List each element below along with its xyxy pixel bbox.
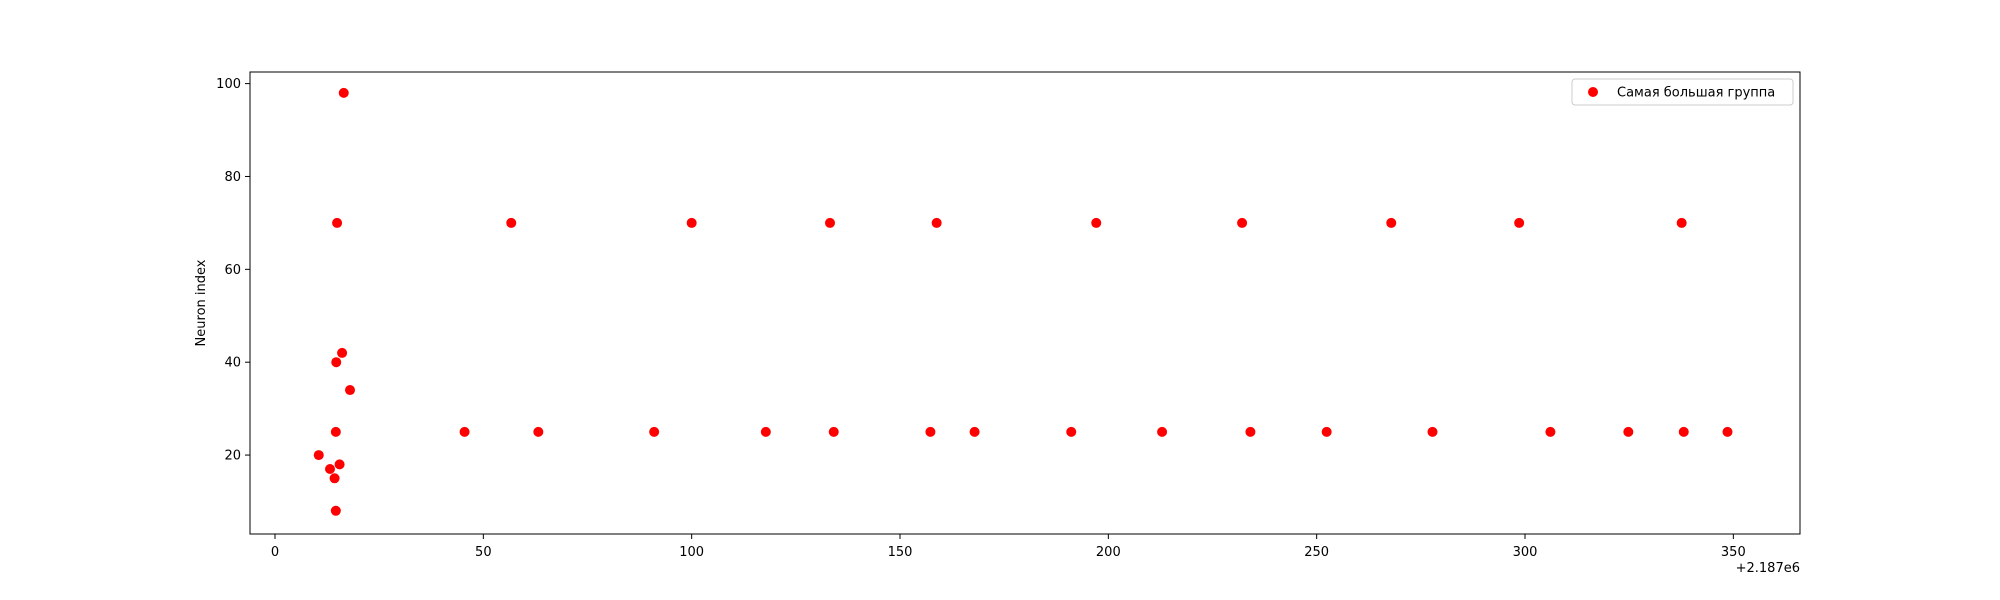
data-point: [760, 426, 771, 437]
y-axis-ticks: 20 40 60 80 100: [216, 77, 250, 464]
data-point: [329, 473, 340, 484]
y-tick-label: 40: [224, 356, 241, 371]
data-point: [925, 426, 936, 437]
legend: Самая большая группа: [1571, 78, 1794, 106]
data-point: [1678, 426, 1689, 437]
plot-area: [250, 72, 1800, 534]
x-tick-label: 350: [1721, 545, 1746, 560]
data-point: [1623, 426, 1634, 437]
data-point: [330, 505, 341, 516]
y-tick-label: 60: [224, 263, 241, 278]
y-axis-label: Neuron index: [194, 259, 209, 346]
data-point: [325, 463, 335, 474]
y-tick-label: 20: [224, 449, 241, 464]
legend-frame: [1571, 78, 1794, 106]
x-tick-label: 50: [475, 545, 492, 560]
data-points: [313, 87, 1733, 516]
data-point: [334, 459, 345, 470]
data-point: [533, 426, 544, 437]
data-point: [686, 217, 697, 228]
data-point: [1157, 426, 1168, 437]
x-tick-label: 250: [1304, 545, 1329, 560]
data-point: [828, 426, 839, 437]
x-tick-label: 300: [1513, 545, 1538, 560]
data-point: [1321, 426, 1332, 437]
data-point: [649, 426, 660, 437]
y-tick-label: 80: [224, 170, 241, 185]
legend-label: Самая большая группа: [1617, 86, 1775, 101]
data-point: [1427, 426, 1438, 437]
data-point: [1245, 426, 1256, 437]
legend-marker: [1588, 87, 1598, 97]
x-tick-label: 100: [679, 545, 704, 560]
data-point: [330, 426, 341, 437]
x-axis-ticks: 0 50 100 150 200 250 300 350: [271, 534, 1746, 560]
data-point: [1237, 217, 1248, 228]
data-point: [506, 217, 517, 228]
data-point: [1386, 217, 1397, 228]
data-point: [1722, 426, 1733, 437]
data-point: [332, 217, 343, 228]
data-point: [338, 87, 349, 98]
x-tick-label: 150: [888, 545, 913, 560]
data-point: [825, 217, 835, 228]
x-axis-offset-label: +2.187e6: [1736, 561, 1800, 576]
data-point: [459, 426, 470, 437]
data-point: [331, 357, 342, 368]
data-point: [931, 217, 942, 228]
data-point: [1514, 217, 1525, 228]
data-point: [337, 347, 348, 358]
x-tick-label: 200: [1096, 545, 1121, 560]
y-tick-label: 100: [216, 77, 241, 92]
data-point: [345, 385, 355, 396]
data-point: [1545, 426, 1556, 437]
data-point: [313, 450, 324, 461]
plot-frame: [249, 71, 1801, 535]
data-point: [1066, 426, 1077, 437]
x-tick-label: 0: [271, 545, 279, 560]
data-point: [1091, 217, 1102, 228]
data-point: [969, 426, 980, 437]
data-point: [1676, 217, 1687, 228]
